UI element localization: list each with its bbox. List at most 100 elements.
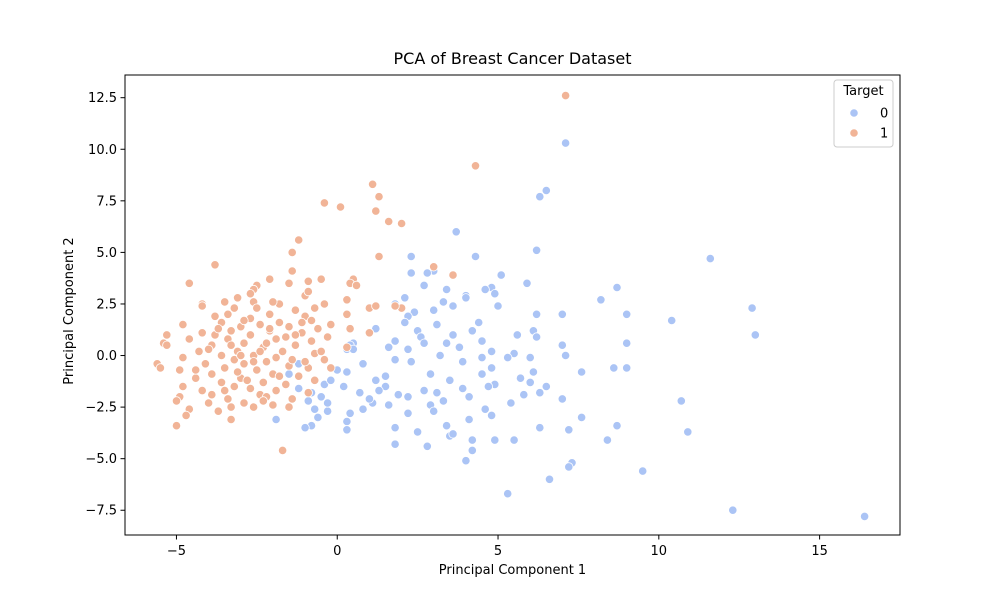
data-point — [390, 423, 400, 433]
data-point — [509, 435, 519, 445]
data-point — [474, 317, 484, 328]
data-point — [252, 365, 262, 375]
data-point — [242, 375, 252, 385]
data-point — [245, 383, 255, 394]
data-point — [374, 385, 384, 396]
data-point — [197, 385, 207, 396]
data-point — [265, 309, 275, 319]
data-point — [277, 445, 288, 455]
data-point — [486, 410, 497, 420]
data-point — [207, 369, 217, 379]
data-point — [750, 330, 760, 340]
data-point — [265, 274, 275, 284]
data-point — [255, 346, 265, 356]
series-0 — [271, 138, 870, 522]
data-point — [249, 402, 259, 412]
data-point — [303, 396, 313, 406]
data-point — [490, 289, 500, 299]
data-point — [390, 301, 400, 311]
data-point — [351, 280, 362, 290]
y-tick-label: −7.5 — [85, 504, 117, 519]
data-point — [322, 332, 333, 342]
data-point — [191, 373, 201, 383]
data-point — [233, 293, 243, 303]
data-point — [638, 466, 648, 476]
y-tick-label: 12.5 — [88, 91, 117, 106]
data-point — [342, 416, 352, 427]
data-point — [576, 367, 587, 377]
data-point — [496, 270, 506, 280]
legend-entry-label: 1 — [880, 127, 888, 142]
data-point — [171, 396, 182, 406]
y-tick-label: −2.5 — [85, 401, 117, 416]
data-point — [525, 352, 535, 363]
data-point — [419, 338, 429, 348]
data-point — [178, 319, 188, 330]
data-point — [287, 394, 297, 404]
data-point — [535, 192, 545, 202]
data-point — [287, 266, 297, 276]
data-point — [390, 336, 400, 346]
data-point — [525, 377, 535, 387]
data-point — [371, 301, 381, 311]
data-point — [448, 330, 458, 340]
y-tick-label: 0.0 — [96, 349, 117, 364]
data-point — [287, 355, 297, 365]
data-point — [261, 338, 272, 348]
data-point — [557, 340, 567, 350]
data-point — [216, 350, 227, 361]
data-point — [284, 278, 294, 288]
data-point — [384, 400, 394, 410]
data-point — [470, 251, 481, 262]
data-point — [458, 357, 468, 367]
data-point — [390, 439, 400, 449]
x-tick-label: 5 — [494, 544, 502, 559]
data-point — [531, 245, 542, 255]
data-point — [300, 423, 310, 433]
data-point — [294, 235, 304, 245]
data-point — [216, 377, 227, 387]
data-point — [303, 286, 313, 297]
data-point — [162, 340, 172, 350]
data-point — [486, 346, 497, 356]
data-point — [480, 284, 490, 295]
data-point — [503, 352, 513, 363]
data-point — [313, 412, 323, 422]
data-point — [249, 357, 259, 367]
data-point — [380, 371, 391, 381]
data-point — [319, 355, 329, 365]
data-point — [535, 423, 545, 433]
data-point — [602, 435, 613, 445]
data-point — [236, 350, 246, 361]
data-point — [461, 293, 471, 303]
data-point — [448, 270, 458, 280]
data-point — [384, 342, 394, 352]
data-point — [451, 227, 461, 237]
data-point — [265, 324, 275, 334]
data-point — [406, 251, 416, 262]
data-point — [226, 326, 236, 336]
data-point — [419, 385, 429, 396]
points-layer — [152, 91, 870, 522]
data-point — [384, 216, 394, 227]
data-point — [467, 445, 477, 455]
data-point — [306, 336, 317, 346]
data-point — [403, 408, 413, 418]
data-point — [454, 342, 464, 352]
data-point — [223, 394, 233, 404]
data-point — [245, 330, 255, 340]
y-tick-label: 2.5 — [96, 297, 117, 312]
data-point — [425, 369, 436, 379]
data-point — [747, 303, 757, 313]
plot-frame — [124, 74, 901, 536]
data-point — [268, 400, 278, 410]
data-point — [506, 398, 516, 408]
x-tick-label: 0 — [333, 544, 341, 559]
data-point — [178, 352, 188, 363]
data-point — [342, 295, 352, 305]
data-point — [393, 390, 403, 400]
data-point — [197, 301, 207, 311]
data-point — [310, 375, 320, 385]
data-point — [622, 338, 632, 348]
data-point — [412, 427, 423, 437]
